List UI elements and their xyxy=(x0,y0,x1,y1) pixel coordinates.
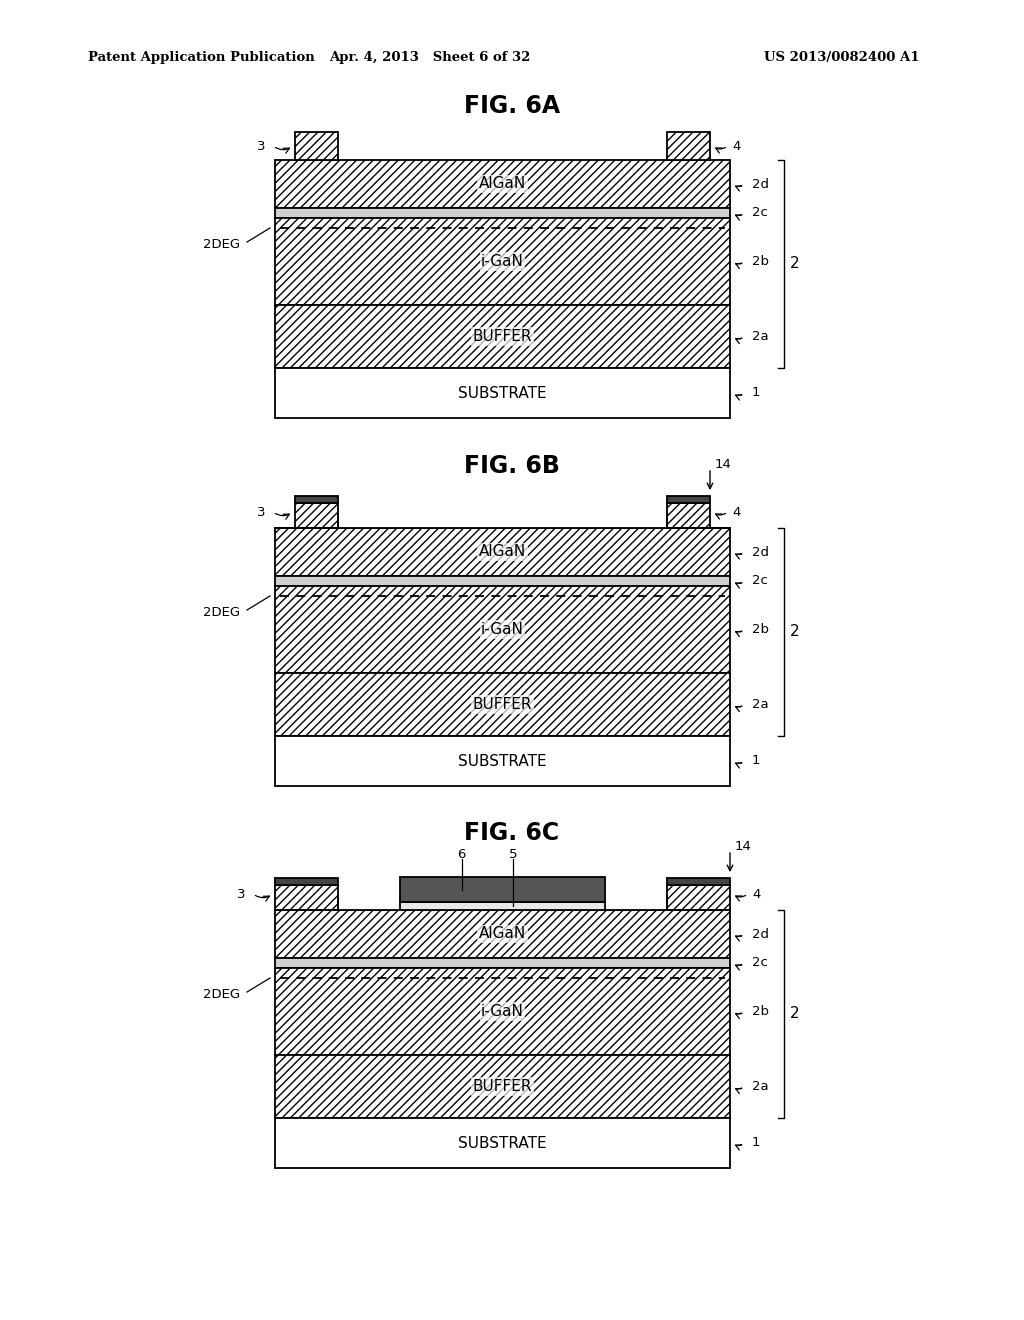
Bar xyxy=(275,968,730,1055)
Bar xyxy=(400,902,605,909)
Text: BUFFER: BUFFER xyxy=(473,1078,532,1094)
Text: 5: 5 xyxy=(509,847,517,861)
Text: 4: 4 xyxy=(732,140,740,153)
Text: Patent Application Publication: Patent Application Publication xyxy=(88,51,314,65)
Bar xyxy=(338,513,667,528)
Bar xyxy=(667,884,730,909)
Text: AlGaN: AlGaN xyxy=(479,927,526,941)
Text: 2DEG: 2DEG xyxy=(203,606,240,619)
Bar xyxy=(275,1118,730,1168)
Text: AlGaN: AlGaN xyxy=(479,544,526,560)
Bar xyxy=(275,305,730,368)
Bar xyxy=(400,876,605,902)
Text: 2: 2 xyxy=(790,256,800,272)
Text: 2a: 2a xyxy=(752,1080,769,1093)
Text: 3: 3 xyxy=(237,887,245,900)
Text: 1: 1 xyxy=(752,1137,761,1150)
Text: 2: 2 xyxy=(790,1006,800,1022)
Bar xyxy=(275,160,730,209)
Bar xyxy=(295,503,338,528)
Text: 14: 14 xyxy=(715,458,732,470)
Text: 2a: 2a xyxy=(752,698,769,711)
Bar xyxy=(275,958,730,968)
Bar xyxy=(275,673,730,737)
Text: i-GaN: i-GaN xyxy=(481,253,524,269)
Bar xyxy=(275,218,730,305)
Text: Apr. 4, 2013   Sheet 6 of 32: Apr. 4, 2013 Sheet 6 of 32 xyxy=(330,51,530,65)
Bar xyxy=(295,496,338,503)
Bar xyxy=(667,878,730,884)
Text: 2b: 2b xyxy=(752,255,769,268)
Text: 2b: 2b xyxy=(752,623,769,636)
Bar xyxy=(275,878,338,884)
Text: BUFFER: BUFFER xyxy=(473,329,532,345)
Text: 2d: 2d xyxy=(752,177,769,190)
Text: BUFFER: BUFFER xyxy=(473,697,532,711)
Text: i-GaN: i-GaN xyxy=(481,1005,524,1019)
Text: 2d: 2d xyxy=(752,545,769,558)
Text: FIG. 6A: FIG. 6A xyxy=(464,94,560,117)
Bar xyxy=(275,737,730,785)
Text: 3: 3 xyxy=(256,140,265,153)
Text: 6: 6 xyxy=(458,847,466,861)
Text: 2DEG: 2DEG xyxy=(203,239,240,252)
Bar xyxy=(275,209,730,218)
Text: SUBSTRATE: SUBSTRATE xyxy=(458,385,547,400)
Bar xyxy=(275,528,730,576)
Text: US 2013/0082400 A1: US 2013/0082400 A1 xyxy=(765,51,920,65)
Bar xyxy=(338,896,667,909)
Bar xyxy=(275,576,730,586)
Text: 2d: 2d xyxy=(752,928,769,940)
Text: 2c: 2c xyxy=(752,957,768,969)
Text: 3: 3 xyxy=(256,506,265,519)
Text: FIG. 6B: FIG. 6B xyxy=(464,454,560,478)
Text: AlGaN: AlGaN xyxy=(479,177,526,191)
Bar xyxy=(275,586,730,673)
Text: 2c: 2c xyxy=(752,574,768,587)
Text: 1: 1 xyxy=(752,755,761,767)
Text: 2c: 2c xyxy=(752,206,768,219)
Text: 2a: 2a xyxy=(752,330,769,343)
Text: SUBSTRATE: SUBSTRATE xyxy=(458,1135,547,1151)
Text: 4: 4 xyxy=(732,506,740,519)
Text: SUBSTRATE: SUBSTRATE xyxy=(458,754,547,768)
Text: 14: 14 xyxy=(735,840,752,853)
Text: FIG. 6C: FIG. 6C xyxy=(465,821,559,845)
Bar xyxy=(667,496,710,503)
Text: i-GaN: i-GaN xyxy=(481,622,524,638)
Bar xyxy=(667,132,710,160)
Text: 4: 4 xyxy=(752,887,761,900)
Text: 1: 1 xyxy=(752,387,761,400)
Bar xyxy=(275,368,730,418)
Bar xyxy=(295,132,338,160)
Bar xyxy=(275,884,338,909)
Text: 2DEG: 2DEG xyxy=(203,989,240,1002)
Text: 2b: 2b xyxy=(752,1005,769,1018)
Bar xyxy=(275,1055,730,1118)
Bar xyxy=(275,909,730,958)
Text: 2: 2 xyxy=(790,624,800,639)
Bar xyxy=(667,503,710,528)
